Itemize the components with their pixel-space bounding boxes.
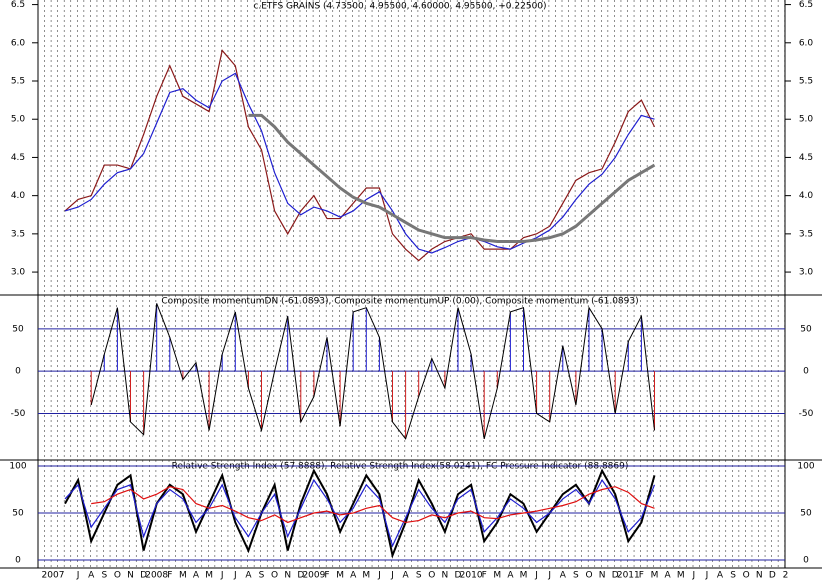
x-tick-label: M <box>205 571 213 581</box>
series-line <box>64 49 656 262</box>
panel-title: Composite momentumDN (-61.0893), Composi… <box>161 297 638 307</box>
series-line <box>90 303 655 440</box>
y-tick-label: 0 <box>803 367 809 377</box>
y-tick-label: 3.5 <box>799 229 813 239</box>
x-tick-label: A <box>88 571 95 581</box>
x-tick-label: S <box>730 571 736 581</box>
y-tick-label: 3.0 <box>11 268 26 278</box>
x-tick-label: N <box>599 571 606 581</box>
y-tick-label: -50 <box>799 409 814 419</box>
series-line <box>248 113 656 244</box>
x-tick-label: M <box>493 571 501 581</box>
y-tick-label: 5.5 <box>11 77 25 87</box>
series-line <box>64 478 656 548</box>
x-tick-label: N <box>284 571 291 581</box>
series-line <box>64 468 656 559</box>
x-tick-label: J <box>705 571 709 581</box>
x-tick-label: M <box>651 571 659 581</box>
x-tick-label: D <box>612 571 619 581</box>
series-line <box>91 486 655 524</box>
x-tick-label: D <box>455 571 462 581</box>
x-tick-label: F <box>639 571 644 581</box>
x-tick-label: N <box>127 571 134 581</box>
y-tick-label: 6.0 <box>799 38 814 48</box>
x-tick-label: N <box>756 571 763 581</box>
x-tick-label: M <box>336 571 344 581</box>
y-tick-label: 100 <box>9 462 26 472</box>
x-tick-label: A <box>245 571 252 581</box>
x-tick-label: J <box>691 571 695 581</box>
x-tick-label: A <box>717 571 724 581</box>
x-tick-label: D <box>297 571 304 581</box>
y-tick-label: 5.5 <box>799 77 813 87</box>
x-tick-label: A <box>350 571 357 581</box>
x-tick-label: F <box>482 571 487 581</box>
y-tick-label: 0 <box>15 367 21 377</box>
series-line <box>64 72 655 254</box>
x-tick-label: M <box>179 571 187 581</box>
x-tick-label: O <box>743 571 750 581</box>
y-tick-label: 0 <box>15 556 21 566</box>
y-tick-label: 3.5 <box>11 229 25 239</box>
x-tick-label: F <box>324 571 329 581</box>
x-tick-label: 2009 <box>302 571 325 581</box>
x-tick-label: O <box>271 571 278 581</box>
x-tick-label: M <box>520 571 528 581</box>
x-tick-label: 2008 <box>145 571 168 581</box>
y-tick-label: 6.0 <box>11 38 26 48</box>
x-tick-label: A <box>507 571 514 581</box>
x-tick-label: 2010 <box>460 571 483 581</box>
x-tick-label: A <box>665 571 672 581</box>
x-tick-label: O <box>428 571 435 581</box>
x-tick-label: S <box>101 571 107 581</box>
x-tick-label: A <box>560 571 567 581</box>
x-tick-label: D <box>140 571 147 581</box>
x-tick-label: J <box>76 571 80 581</box>
y-tick-label: 5.0 <box>799 115 814 125</box>
y-tick-label: 4.0 <box>799 191 814 201</box>
x-tick-label: S <box>573 571 579 581</box>
y-tick-label: 50 <box>800 509 812 519</box>
y-tick-label: 50 <box>800 324 812 334</box>
x-tick-label: M <box>362 571 370 581</box>
y-tick-label: 0 <box>803 556 809 566</box>
x-tick-label: A <box>193 571 200 581</box>
panel-title: c.ETFS GRAINS (4.73500, 4.95500, 4.60000… <box>253 2 546 12</box>
x-tick-label: O <box>585 571 592 581</box>
y-tick-label: 4.0 <box>11 191 26 201</box>
x-tick-label: J <box>233 571 237 581</box>
y-tick-label: 50 <box>12 324 24 334</box>
x-tick-label: 2007 <box>42 571 65 581</box>
x-tick-label: O <box>114 571 121 581</box>
x-tick-label: J <box>534 571 538 581</box>
x-tick-label: N <box>442 571 449 581</box>
y-tick-label: 5.0 <box>11 115 26 125</box>
x-tick-label: J <box>390 571 394 581</box>
x-tick-label: J <box>377 571 381 581</box>
x-tick-label: A <box>403 571 410 581</box>
x-tick-label: F <box>167 571 172 581</box>
x-tick-label: S <box>259 571 265 581</box>
x-tick-label: M <box>677 571 685 581</box>
y-tick-label: 100 <box>797 462 814 472</box>
x-tick-label: D <box>769 571 776 581</box>
x-tick-label: J <box>220 571 224 581</box>
x-tick-label: J <box>547 571 551 581</box>
y-tick-label: 4.5 <box>799 153 813 163</box>
x-tick-label: 2011 <box>617 571 640 581</box>
y-tick-label: 4.5 <box>11 153 25 163</box>
y-tick-label: 3.0 <box>799 268 814 278</box>
y-tick-label: 50 <box>12 509 24 519</box>
y-tick-label: 6.5 <box>11 0 25 10</box>
y-tick-label: 6.5 <box>799 0 813 10</box>
x-tick-label: S <box>416 571 422 581</box>
y-tick-label: -50 <box>11 409 26 419</box>
x-tick-label: 2 <box>783 571 789 581</box>
